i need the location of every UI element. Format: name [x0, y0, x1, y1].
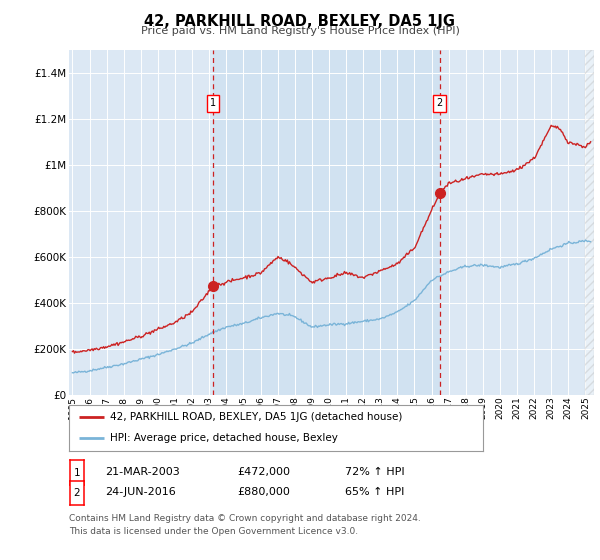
Text: 2: 2: [73, 488, 80, 498]
Text: 1: 1: [73, 468, 80, 478]
Text: 72% ↑ HPI: 72% ↑ HPI: [345, 466, 404, 477]
Text: 42, PARKHILL ROAD, BEXLEY, DA5 1JG: 42, PARKHILL ROAD, BEXLEY, DA5 1JG: [145, 14, 455, 29]
Text: Contains HM Land Registry data © Crown copyright and database right 2024.
This d: Contains HM Land Registry data © Crown c…: [69, 514, 421, 535]
Text: £880,000: £880,000: [237, 487, 290, 497]
Text: 1: 1: [210, 98, 216, 108]
Text: 42, PARKHILL ROAD, BEXLEY, DA5 1JG (detached house): 42, PARKHILL ROAD, BEXLEY, DA5 1JG (deta…: [110, 412, 403, 422]
Text: 24-JUN-2016: 24-JUN-2016: [105, 487, 176, 497]
Text: 21-MAR-2003: 21-MAR-2003: [105, 466, 180, 477]
Text: Price paid vs. HM Land Registry's House Price Index (HPI): Price paid vs. HM Land Registry's House …: [140, 26, 460, 36]
Text: HPI: Average price, detached house, Bexley: HPI: Average price, detached house, Bexl…: [110, 433, 338, 444]
Text: 65% ↑ HPI: 65% ↑ HPI: [345, 487, 404, 497]
Text: £472,000: £472,000: [237, 466, 290, 477]
Text: 2: 2: [437, 98, 443, 108]
Bar: [586, 50, 594, 395]
Bar: [213, 50, 440, 395]
